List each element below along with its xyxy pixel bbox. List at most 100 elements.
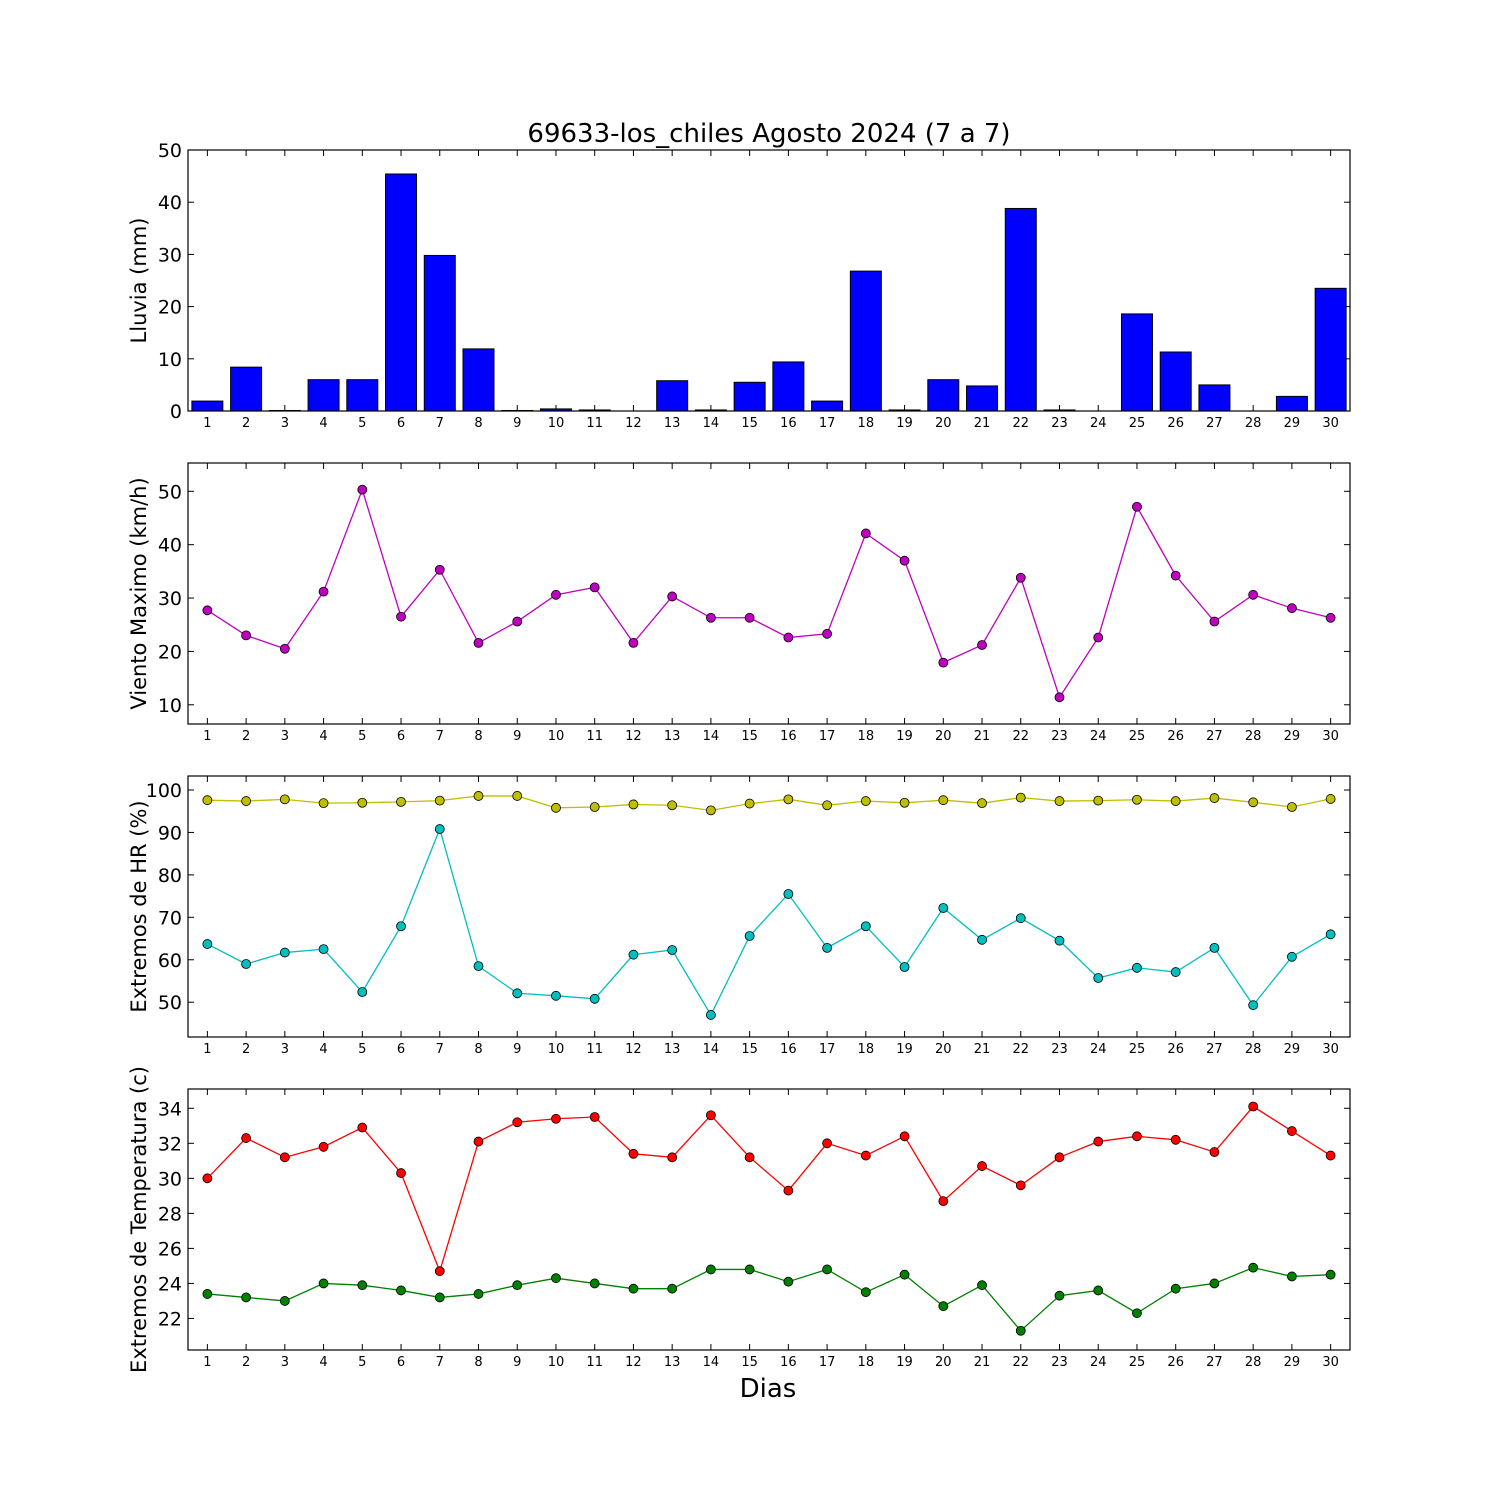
data-point [241,796,252,806]
y-tick-label: 10 [158,349,182,371]
data-point [744,931,755,941]
data-point [279,643,290,654]
data-point [783,794,794,805]
data-point [1015,1325,1026,1336]
x-tick-label: 24 [1090,1355,1107,1370]
data-point [1015,1180,1026,1191]
data-point [1287,603,1297,614]
data-point [706,1110,716,1121]
data-point [1248,1101,1259,1112]
y-tick-label: 34 [158,1098,182,1120]
x-tick-label: 19 [896,416,913,431]
data-point [434,1292,445,1303]
data-point [938,903,949,913]
x-tick-label: 6 [397,416,405,431]
x-tick-label: 3 [281,1042,289,1057]
x-tick-label: 23 [1051,1355,1068,1370]
data-point [473,1136,484,1147]
x-tick-label: 3 [281,729,289,744]
data-point [628,1283,639,1294]
y-tick-label: 80 [158,865,182,887]
x-tick-label: 27 [1206,416,1223,431]
x-tick-label: 9 [513,416,521,431]
x-tick-label: 14 [703,729,720,744]
data-point [318,944,329,955]
data-point [1015,572,1026,583]
x-tick-label: 3 [281,416,289,431]
x-tick-label: 22 [1012,729,1029,744]
x-tick-label: 13 [664,1355,681,1370]
y-tick-label: 100 [146,780,182,802]
x-tick-label: 18 [858,1355,875,1370]
data-point [899,1269,910,1280]
x-tick-label: 5 [358,1042,366,1057]
data-point [1132,1131,1142,1142]
data-point [1132,1308,1142,1319]
rain-bar [811,400,844,412]
series-line [207,1266,1331,1332]
data-point [667,800,678,811]
x-tick-label: 10 [548,729,565,744]
x-tick-label: 21 [974,729,991,744]
x-tick-label: 15 [741,416,758,431]
x-tick-label: 11 [586,1042,603,1057]
data-point [899,555,910,566]
data-point [1093,973,1104,983]
data-point [1209,942,1220,953]
data-point [860,1150,871,1161]
y-tick-label: 22 [158,1308,182,1330]
data-point [473,961,484,972]
x-tick-label: 1 [203,1042,211,1057]
rain-bar [230,366,263,412]
x-tick-label: 17 [819,729,836,744]
data-point [977,798,987,809]
data-point [860,921,871,932]
data-point [434,1266,445,1277]
data-point [628,949,639,960]
data-point [783,889,794,899]
data-point [783,1185,794,1196]
x-tick-label: 10 [548,1355,565,1370]
data-point [1248,589,1259,600]
x-tick-label: 6 [397,1042,405,1057]
data-point [860,528,871,539]
x-tick-label: 25 [1129,1042,1146,1057]
x-tick-label: 8 [474,729,482,744]
rain-bar [772,361,805,412]
data-point [589,1278,600,1289]
plot-frame [187,775,1351,1038]
x-tick-label: 18 [858,729,875,744]
x-tick-label: 22 [1012,416,1029,431]
data-point [977,934,987,945]
x-tick-label: 13 [664,1042,681,1057]
x-tick-label: 2 [242,1042,250,1057]
data-point [1325,929,1336,940]
data-point [279,1152,290,1163]
x-tick-label: 4 [319,416,327,431]
rain-bar [656,380,689,412]
rain-bar [1004,207,1037,412]
x-tick-label: 18 [858,416,875,431]
data-point [396,611,406,622]
x-tick-label: 18 [858,1042,875,1057]
plot-frame [187,462,1351,725]
data-point [202,939,213,949]
data-point [434,564,445,575]
x-tick-label: 30 [1322,729,1339,744]
x-tick-label: 30 [1322,1355,1339,1370]
data-point [977,1161,987,1171]
data-point [1248,1000,1259,1011]
data-point [318,798,329,809]
data-point [357,797,368,808]
x-tick-label: 2 [242,416,250,431]
x-tick-label: 26 [1167,1042,1184,1057]
data-point [589,582,600,593]
y-tick-label: 50 [158,992,182,1014]
x-tick-label: 19 [896,1042,913,1057]
data-point [667,1283,678,1294]
data-point [1170,796,1181,806]
data-point [318,1141,329,1152]
x-axis-label: Dias [740,1374,797,1404]
y-tick-label: 70 [158,907,182,929]
